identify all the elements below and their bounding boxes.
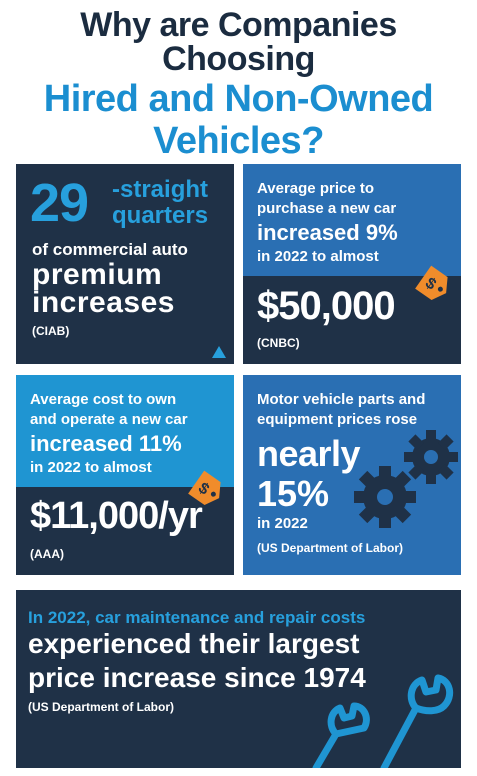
stat-source: (AAA) xyxy=(30,547,64,561)
stat-price: $11,000/yr xyxy=(30,495,203,537)
stat-card-premium-increases: 29 -straight quarters of commercial auto… xyxy=(16,164,234,364)
stat-quarters-line-1: -straight xyxy=(112,176,208,203)
stat-highlight-1: experienced their largest xyxy=(28,628,360,659)
title-line-1: Why are Companies Choosing xyxy=(80,6,397,78)
page-title: Why are Companies Choosing Hired and Non… xyxy=(0,8,477,160)
stat-line-2: purchase a new car xyxy=(257,200,397,217)
stat-highlight-2: 15% xyxy=(257,473,330,514)
stat-quarters-line-2: quarters xyxy=(112,202,209,229)
stat-card-new-car-price: Average price to purchase a new car incr… xyxy=(243,164,461,364)
stat-line-1: Motor vehicle parts and xyxy=(257,391,426,408)
stat-line-1: Average cost to own xyxy=(30,391,177,408)
stat-line-2: equipment prices rose xyxy=(257,411,418,428)
stat-line-1: In 2022, car maintenance and repair cost… xyxy=(28,608,366,627)
stat-line-2: and operate a new car xyxy=(30,411,188,428)
stat-number: 29 xyxy=(30,173,89,233)
gears-icon xyxy=(354,430,458,528)
triangle-icon xyxy=(212,346,226,358)
stat-price: $50,000 xyxy=(257,284,396,328)
stat-line-4: in 2022 to almost xyxy=(30,459,152,476)
stat-card-maintenance-costs: In 2022, car maintenance and repair cost… xyxy=(16,590,461,768)
stat-line-5: in 2022 xyxy=(257,515,308,532)
stat-highlight: increased 9% xyxy=(257,220,398,245)
price-tag-icon: $ xyxy=(415,265,448,301)
wrenches-icon xyxy=(312,674,454,768)
stat-highlight-1: premium xyxy=(32,258,163,291)
stat-highlight-2: increases xyxy=(32,286,175,319)
stat-highlight: increased 11% xyxy=(30,431,182,456)
card-top-panel xyxy=(16,375,234,487)
title-line-2: Hired and Non-Owned xyxy=(43,78,434,120)
stat-subtitle: of commercial auto xyxy=(32,240,188,259)
stat-source: (CNBC) xyxy=(257,336,300,350)
stat-source: (US Department of Labor) xyxy=(257,541,404,555)
stat-card-ownership-cost: Average cost to own and operate a new ca… xyxy=(16,375,234,575)
title-line-3: Vehicles? xyxy=(153,120,324,162)
stat-highlight-2: price increase since 1974 xyxy=(28,662,366,693)
stat-highlight-1: nearly xyxy=(257,433,361,474)
card-bottom-panel xyxy=(16,487,234,575)
price-tag-icon: $ xyxy=(188,470,221,506)
stat-source: (US Department of Labor) xyxy=(28,700,175,714)
stat-source: (CIAB) xyxy=(32,324,70,338)
card-top-panel xyxy=(243,164,461,276)
stat-line-1: Average price to xyxy=(257,180,374,197)
stat-card-parts-prices: Motor vehicle parts and equipment prices… xyxy=(243,375,461,575)
stat-line-4: in 2022 to almost xyxy=(257,248,379,265)
